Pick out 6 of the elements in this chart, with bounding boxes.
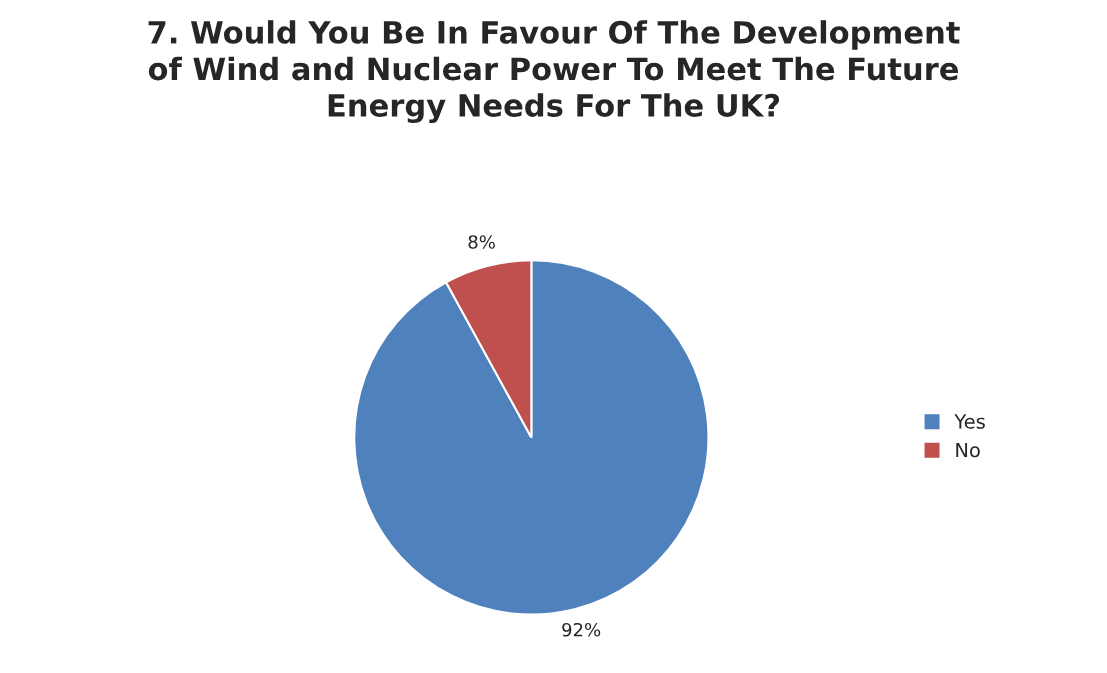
data-label: 8%: [468, 235, 495, 249]
pie-slice: [353, 259, 710, 616]
data-label: 92%: [562, 622, 601, 637]
legend-label: No: [956, 442, 980, 458]
chart-title: 7. Would You Be In Favour Of The Development of Wind and Nuclear Power To Meet The Future Energy Needs For The UK?: [148, 20, 960, 124]
legend-label: Yes: [954, 414, 985, 429]
